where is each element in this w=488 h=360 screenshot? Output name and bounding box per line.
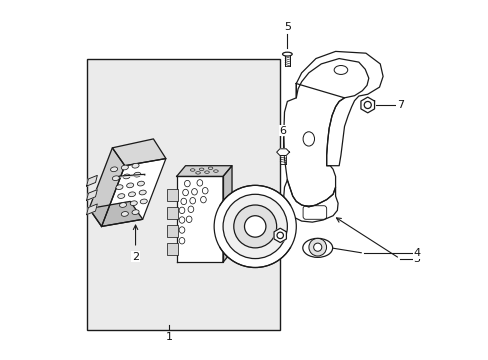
Ellipse shape bbox=[140, 199, 147, 204]
Polygon shape bbox=[283, 84, 344, 207]
Ellipse shape bbox=[282, 52, 292, 56]
Ellipse shape bbox=[118, 194, 124, 198]
Ellipse shape bbox=[132, 210, 139, 215]
Text: 6: 6 bbox=[279, 126, 286, 136]
Polygon shape bbox=[273, 228, 286, 243]
Polygon shape bbox=[276, 149, 289, 156]
Polygon shape bbox=[86, 190, 97, 201]
Ellipse shape bbox=[121, 212, 128, 216]
Ellipse shape bbox=[123, 174, 130, 179]
Ellipse shape bbox=[119, 203, 126, 207]
Polygon shape bbox=[86, 204, 97, 215]
Ellipse shape bbox=[130, 201, 137, 206]
Polygon shape bbox=[283, 180, 337, 222]
Text: 4: 4 bbox=[412, 248, 419, 258]
Polygon shape bbox=[102, 158, 165, 226]
Text: 7: 7 bbox=[396, 100, 403, 110]
Polygon shape bbox=[360, 97, 374, 113]
Circle shape bbox=[276, 232, 283, 239]
FancyBboxPatch shape bbox=[87, 59, 280, 330]
FancyBboxPatch shape bbox=[166, 243, 177, 255]
Ellipse shape bbox=[126, 183, 133, 188]
Text: 7: 7 bbox=[276, 248, 283, 258]
Ellipse shape bbox=[110, 167, 118, 172]
Ellipse shape bbox=[121, 165, 128, 170]
Ellipse shape bbox=[302, 238, 332, 257]
Polygon shape bbox=[89, 202, 142, 226]
Text: 5: 5 bbox=[284, 22, 290, 32]
Polygon shape bbox=[176, 166, 231, 176]
Polygon shape bbox=[112, 139, 165, 166]
Circle shape bbox=[214, 185, 296, 267]
Circle shape bbox=[223, 194, 287, 258]
Text: 1: 1 bbox=[165, 332, 173, 342]
Ellipse shape bbox=[134, 172, 141, 177]
Ellipse shape bbox=[128, 192, 135, 197]
FancyBboxPatch shape bbox=[166, 225, 177, 237]
Circle shape bbox=[244, 216, 265, 237]
Polygon shape bbox=[176, 176, 223, 262]
Ellipse shape bbox=[139, 190, 146, 195]
FancyBboxPatch shape bbox=[166, 207, 177, 219]
Ellipse shape bbox=[116, 185, 123, 189]
Text: 3: 3 bbox=[412, 253, 419, 264]
Circle shape bbox=[233, 205, 276, 248]
Circle shape bbox=[308, 238, 326, 256]
Circle shape bbox=[364, 102, 370, 108]
Polygon shape bbox=[89, 148, 124, 226]
Polygon shape bbox=[296, 51, 382, 166]
Ellipse shape bbox=[112, 176, 119, 181]
Polygon shape bbox=[86, 175, 97, 186]
FancyBboxPatch shape bbox=[166, 189, 177, 201]
Circle shape bbox=[313, 243, 321, 251]
Ellipse shape bbox=[132, 163, 139, 168]
Text: 2: 2 bbox=[132, 252, 139, 262]
Ellipse shape bbox=[137, 181, 144, 186]
Polygon shape bbox=[223, 166, 231, 262]
